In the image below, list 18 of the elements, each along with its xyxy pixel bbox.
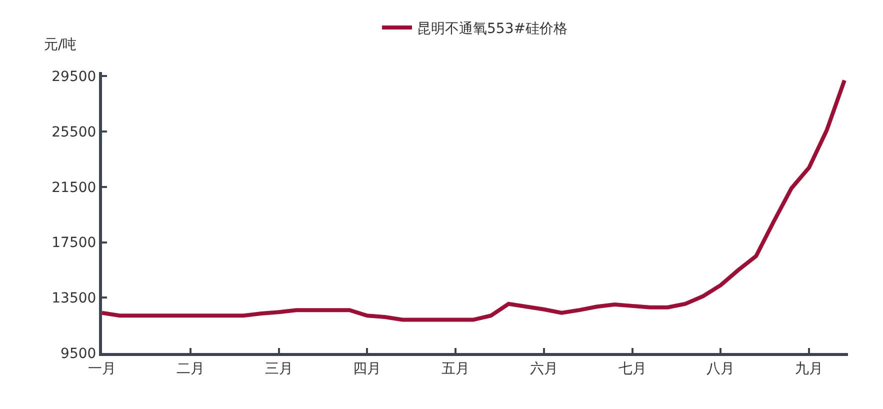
x-tick-label: 七月: [618, 360, 646, 377]
x-tick-label: 五月: [442, 360, 470, 377]
y-tick-label: 13500: [52, 290, 96, 307]
x-tick-label: 一月: [88, 360, 116, 377]
x-tick-label: 八月: [706, 360, 735, 377]
x-tick-label: 四月: [353, 360, 382, 377]
line-series: [102, 78, 846, 322]
y-tick-label: 9500: [60, 346, 96, 362]
y-tick-label: 25500: [52, 124, 96, 140]
x-tick-label: 三月: [264, 360, 293, 377]
y-tick-label: 29500: [52, 69, 96, 86]
y-tick-label: 21500: [52, 180, 96, 196]
x-tick-label: 二月: [176, 360, 204, 377]
legend-label: 昆明不通氧553#硅价格: [417, 20, 568, 37]
y-axis-title: 元/吨: [44, 37, 77, 53]
x-tick-label: 六月: [530, 360, 558, 377]
y-tick-label: 17500: [52, 235, 96, 252]
x-tick-label: 九月: [795, 360, 824, 377]
